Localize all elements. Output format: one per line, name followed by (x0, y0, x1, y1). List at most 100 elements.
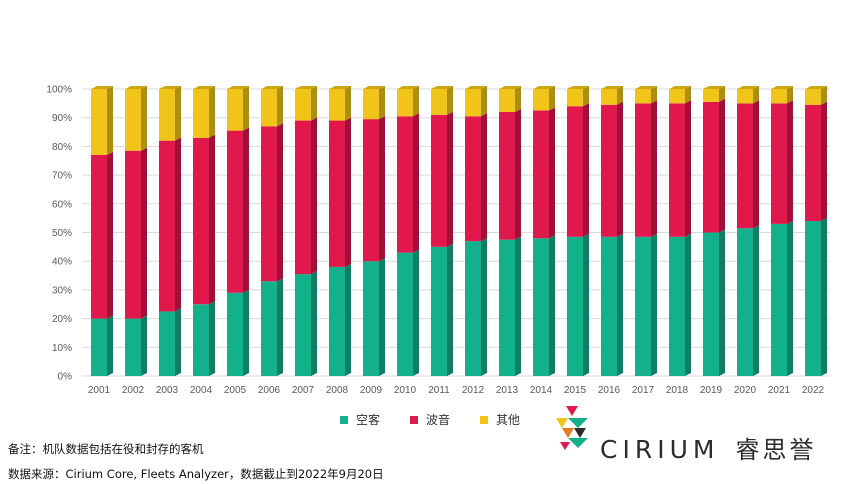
bar-segment (431, 89, 447, 115)
legend-label-airbus: 空客 (356, 413, 381, 427)
bar-segment-top (771, 86, 793, 89)
legend-item-airbus: 空客 (340, 411, 380, 428)
bar-segment-side (617, 233, 623, 376)
bar-segment-side (821, 218, 827, 376)
y-tick-label: 50% (52, 228, 72, 239)
x-tick-label: 2010 (394, 385, 417, 396)
bar-segment (635, 103, 651, 237)
bar-segment-top (159, 86, 181, 89)
bar-segment-top (737, 86, 759, 89)
bar-segment-top (499, 86, 521, 89)
bar-segment-side (549, 235, 555, 376)
bar-segment (295, 120, 311, 275)
bar-segment-top (193, 86, 215, 89)
bar-segment (159, 140, 175, 312)
bar-segment-top (669, 86, 691, 89)
bar-segment-side (719, 98, 725, 233)
bar-segment-top (431, 86, 453, 89)
x-tick-label: 2018 (666, 385, 689, 396)
bar-segment-side (447, 111, 453, 247)
bar-segment-side (481, 238, 487, 376)
bar-segment (261, 126, 277, 282)
y-tick-label: 70% (52, 171, 72, 182)
bar-segment-side (175, 308, 181, 376)
bar-segment (635, 89, 651, 104)
bar-segment (533, 110, 549, 239)
bar-segment-side (685, 86, 691, 104)
stacked-bar-chart: 0% 10% 20% 30% 40% 50% 60% 70% 80% 90% 100% 2001 200… (46, 85, 830, 396)
bar-segment (261, 281, 277, 376)
bar-segment-side (243, 86, 249, 131)
bar-segment-side (719, 86, 725, 102)
bar-segment (567, 106, 583, 237)
bar-segment (397, 252, 413, 376)
bar-segment-top (567, 86, 589, 89)
bar-segment (601, 236, 617, 376)
bar-segment-top (805, 86, 827, 89)
bar-segment-side (651, 100, 657, 237)
bar-segment-side (549, 107, 555, 239)
x-tick-label: 2020 (734, 385, 757, 396)
bar-segment-side (311, 86, 317, 121)
bar-segment-top (363, 86, 385, 89)
x-tick-label: 2005 (224, 385, 247, 396)
bar-segment (193, 304, 209, 376)
bar-segment-side (209, 301, 215, 376)
logo-chinese-name: 睿思誉 (735, 436, 817, 464)
bar-segment-side (515, 86, 521, 112)
bar-segment-side (107, 315, 113, 376)
bar-segment (771, 103, 787, 224)
bar-segment-side (277, 86, 283, 127)
bar-segment-top (601, 86, 623, 89)
bar-segment-side (719, 229, 725, 376)
x-tick-label: 2006 (258, 385, 281, 396)
bar-segment (465, 89, 481, 117)
x-tick-label: 2009 (360, 385, 383, 396)
bar-segment-top (261, 86, 283, 89)
footnote-remark: 备注：机队数据包括在役和封存的客机 (8, 442, 204, 456)
bar-segment (567, 89, 583, 107)
bar-segment-side (141, 147, 147, 319)
bar-segment-side (481, 86, 487, 117)
bar-segment (91, 318, 107, 376)
bar-segment-side (515, 108, 521, 240)
bar-segment (805, 89, 821, 105)
bar-segment-side (413, 113, 419, 253)
bar-segment-side (209, 86, 215, 138)
legend-label-other: 其他 (496, 413, 521, 427)
bar-segment-side (753, 86, 759, 104)
x-tick-label: 2015 (564, 385, 587, 396)
bar-segment (227, 130, 243, 293)
bar-segment-side (447, 86, 453, 115)
bar-segment (91, 89, 107, 156)
bar-segment-side (345, 86, 351, 121)
bar-segment-top (329, 86, 351, 89)
bar-segment-side (141, 315, 147, 376)
bar-segment-side (311, 117, 317, 275)
bar-segment (805, 104, 821, 222)
x-tick-label: 2021 (768, 385, 791, 396)
bar-segment-side (481, 113, 487, 242)
bar-segment (499, 89, 515, 112)
bar-segment-side (107, 86, 113, 156)
y-tick-label: 40% (52, 257, 72, 268)
bar-segment (737, 103, 753, 229)
bar-segment (567, 236, 583, 376)
bar-segment-side (413, 249, 419, 376)
bar-segment-side (651, 233, 657, 376)
bar-segment-top (397, 86, 419, 89)
bar-segment-top (533, 86, 555, 89)
bar-segment-top (125, 86, 147, 89)
bar-segment (771, 223, 787, 376)
bar-segment (91, 155, 107, 319)
bar-segment (193, 137, 209, 305)
bar-segment-side (787, 100, 793, 224)
bar-segment (601, 104, 617, 237)
cirium-logo-mark-icon (556, 406, 588, 450)
bar-segment (737, 89, 753, 104)
bar-segment (499, 239, 515, 376)
x-tick-label: 2011 (428, 385, 450, 396)
bar-segment (737, 228, 753, 376)
bar-segment (635, 236, 651, 376)
bar-segment-top (465, 86, 487, 89)
